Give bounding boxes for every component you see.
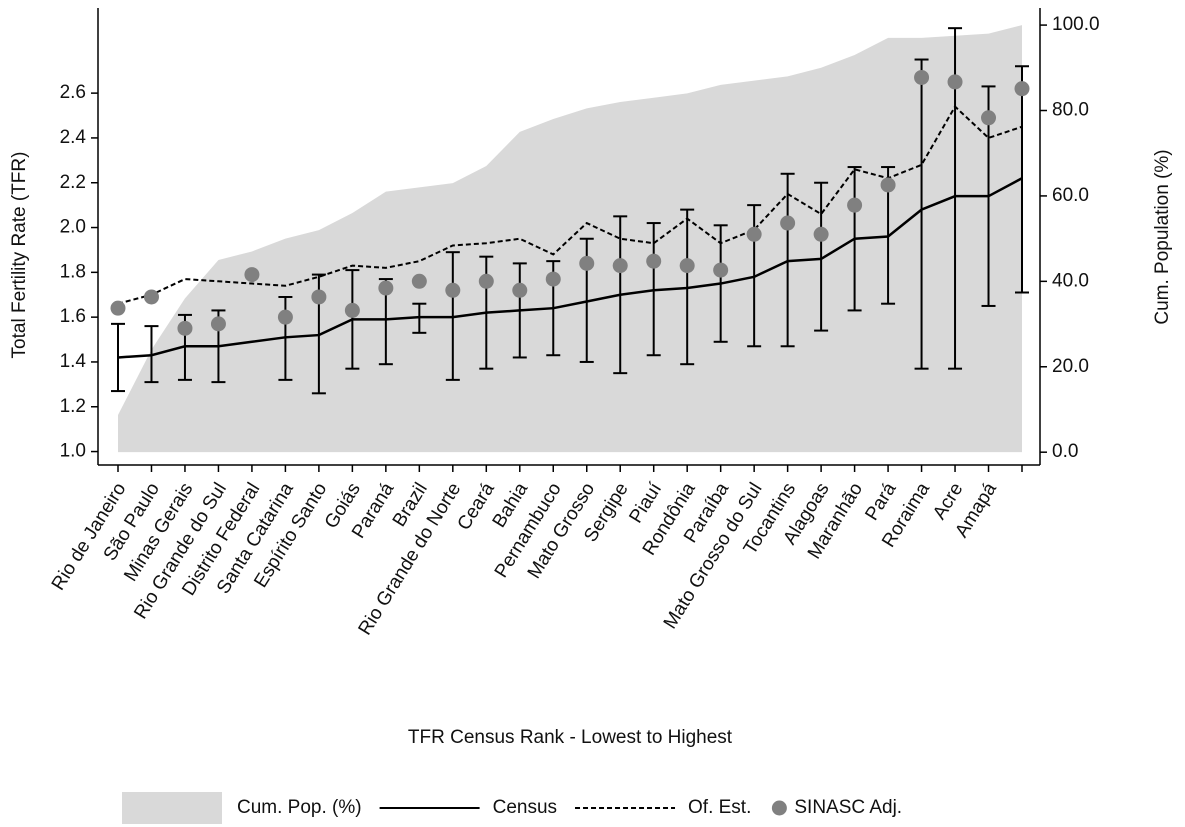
point — [143, 289, 159, 305]
legend-item: Cum. Pop. (%) — [122, 792, 362, 824]
point — [411, 273, 427, 289]
point — [746, 226, 762, 242]
point — [780, 215, 796, 231]
y-tick-label: 2.6 — [60, 82, 86, 103]
y2-tick-label: 40.0 — [1052, 270, 1089, 291]
point — [344, 302, 360, 318]
y-tick-label: 1.6 — [60, 306, 86, 327]
line — [117, 177, 1023, 359]
legend-item: Of. Est. — [575, 797, 751, 818]
point — [579, 255, 595, 271]
point — [646, 253, 662, 269]
point — [478, 273, 494, 289]
x-tick-label: Ceará — [454, 479, 499, 534]
point — [880, 177, 896, 193]
legend-label: SINASC Adj. — [794, 797, 902, 818]
point — [277, 309, 293, 325]
y-tick-label: 1.2 — [60, 396, 86, 417]
point — [612, 258, 628, 274]
point — [813, 226, 829, 242]
point — [445, 282, 461, 298]
point — [545, 271, 561, 287]
point — [947, 74, 963, 90]
legend-label: Census — [493, 797, 557, 818]
error-bar — [814, 181, 829, 332]
point — [378, 280, 394, 296]
y-tick-label: 2.2 — [60, 172, 86, 193]
y-tick-label: 2.0 — [60, 217, 86, 238]
legend-item: Census — [379, 797, 557, 818]
point — [244, 267, 260, 283]
legend-swatch — [771, 800, 787, 816]
y2-tick-label: 60.0 — [1052, 185, 1089, 206]
dashed-line — [117, 104, 1023, 305]
legend: Cum. Pop. (%) Census Of. Est. SINASC Adj. — [122, 792, 902, 824]
error-bar — [914, 58, 929, 370]
point — [311, 289, 327, 305]
legend-label: Cum. Pop. (%) — [237, 797, 362, 818]
y-tick-label: 1.8 — [60, 261, 86, 282]
point — [1014, 81, 1030, 97]
y-tick-label: 2.4 — [60, 127, 87, 148]
y2-tick-label: 80.0 — [1052, 100, 1089, 121]
y-axis-title: Total Fertility Rate (TFR) — [9, 152, 30, 359]
y2-tick-label: 0.0 — [1052, 441, 1078, 462]
y2-tick-label: 100.0 — [1052, 14, 1100, 35]
point — [177, 320, 193, 336]
y-tick-label: 1.0 — [60, 441, 86, 462]
point — [713, 262, 729, 278]
point — [981, 110, 997, 126]
y2-axis-title: Cum. Population (%) — [1152, 149, 1173, 324]
y-tick-label: 1.4 — [60, 351, 87, 372]
point — [110, 300, 126, 316]
point — [914, 69, 930, 85]
legend-label: Of. Est. — [688, 797, 751, 818]
x-axis-title: TFR Census Rank - Lowest to Highest — [408, 727, 733, 748]
point — [512, 282, 528, 298]
point — [847, 197, 863, 213]
point — [210, 316, 226, 332]
legend-item: SINASC Adj. — [771, 797, 902, 818]
legend-swatch — [122, 792, 222, 824]
y2-tick-label: 20.0 — [1052, 356, 1089, 377]
point — [679, 258, 695, 274]
